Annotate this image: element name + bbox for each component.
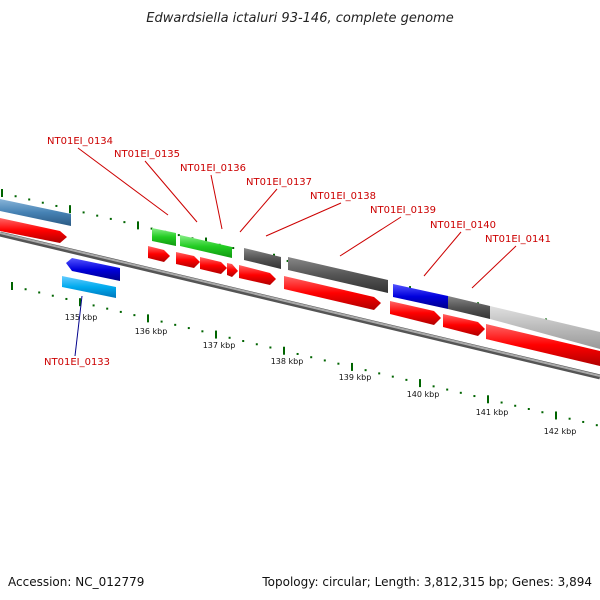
scale-tick-label: 135 kbp	[65, 313, 98, 322]
leader-line	[423, 231, 462, 277]
blue-feature	[393, 284, 448, 309]
scale-tick-label: 142 kbp	[544, 427, 577, 436]
leader-line	[144, 160, 198, 223]
gc-dark-feature	[244, 248, 281, 269]
cds-arrow	[390, 301, 441, 325]
gene-label[interactable]: NT01EI_0138	[310, 191, 376, 202]
gene-label[interactable]: NT01EI_0136	[180, 163, 246, 174]
scale-tick-label: 141 kbp	[476, 408, 509, 417]
inner-tick-track	[11, 282, 598, 427]
accession-text: Accession: NC_012779	[8, 575, 144, 589]
scale-tick-label: 138 kbp	[271, 357, 304, 366]
cds-arrow	[200, 257, 227, 274]
cds-arrow	[176, 252, 200, 268]
leader-line	[239, 188, 278, 233]
cds-arrow	[284, 276, 381, 310]
map-title: Edwardsiella ictaluri 93-146, complete g…	[146, 11, 453, 26]
gene-label[interactable]: NT01EI_0135	[114, 149, 180, 160]
topology-text: Topology: circular; Length: 3,812,315 bp…	[261, 575, 592, 589]
cds-arrow	[239, 265, 276, 285]
leader-line	[210, 174, 223, 230]
steel-feature	[0, 199, 71, 226]
trna-feature	[180, 235, 232, 258]
scale-labels: 135 kbp 136 kbp 137 kbp 138 kbp 139 kbp 140 k…	[65, 313, 577, 436]
leader-line	[265, 202, 342, 237]
scale-tick-label: 140 kbp	[407, 390, 440, 399]
gene-label[interactable]: NT01EI_0140	[430, 220, 496, 231]
cyan-feature	[62, 276, 116, 298]
cds-arrow	[0, 218, 67, 243]
gc-light-feature	[490, 306, 600, 349]
cds-arrow	[227, 263, 238, 277]
genome-backbone	[0, 231, 600, 380]
leader-line	[74, 295, 83, 357]
cds-arrow	[486, 324, 600, 366]
gene-labels: NT01EI_0134NT01EI_0135NT01EI_0136NT01EI_…	[44, 136, 551, 368]
cds-arrow	[443, 314, 485, 336]
scale-tick-label: 137 kbp	[203, 341, 236, 350]
gene-label[interactable]: NT01EI_0134	[47, 136, 113, 147]
leader-line	[77, 147, 169, 216]
scale-tick-label: 139 kbp	[339, 373, 372, 382]
blue-reverse-feature	[66, 258, 120, 281]
scale-tick-label: 136 kbp	[135, 327, 168, 336]
gene-label[interactable]: NT01EI_0141	[485, 234, 551, 245]
leader-line	[471, 245, 517, 289]
leader-line	[339, 216, 402, 257]
gene-label[interactable]: NT01EI_0133	[44, 357, 110, 368]
gc-dark-feature	[288, 257, 388, 293]
gc-dark-feature	[448, 296, 490, 319]
cds-arrow	[148, 246, 170, 262]
feature-track	[0, 199, 600, 366]
gene-label[interactable]: NT01EI_0139	[370, 205, 436, 216]
gene-label[interactable]: NT01EI_0137	[246, 177, 312, 188]
trna-feature	[152, 228, 176, 246]
